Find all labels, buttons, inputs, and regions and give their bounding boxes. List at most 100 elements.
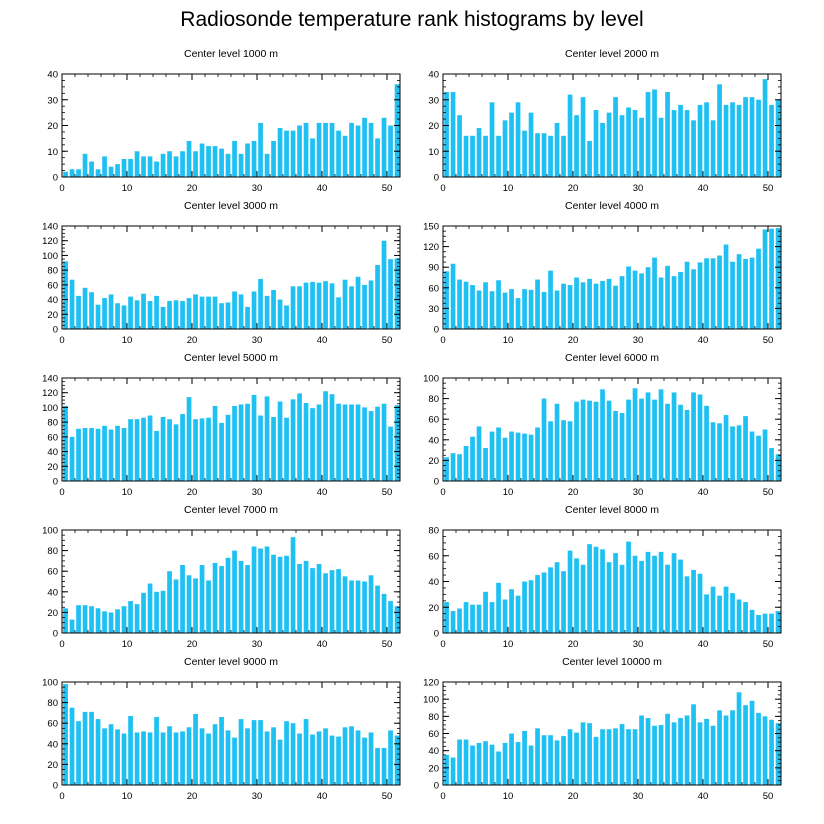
bar bbox=[193, 419, 198, 481]
bar bbox=[323, 573, 328, 633]
bar bbox=[284, 130, 289, 177]
x-tick-label: 0 bbox=[59, 487, 64, 498]
bar bbox=[95, 169, 101, 177]
bar bbox=[212, 405, 218, 481]
bar bbox=[225, 414, 231, 481]
bar bbox=[121, 733, 127, 785]
bar bbox=[160, 732, 166, 785]
bar bbox=[470, 135, 475, 177]
bar bbox=[368, 122, 374, 177]
y-tick-label: 100 bbox=[423, 695, 439, 706]
bar bbox=[212, 296, 218, 329]
bar bbox=[76, 605, 81, 633]
bar bbox=[684, 576, 690, 633]
bar bbox=[297, 286, 302, 329]
y-tick-label: 60 bbox=[428, 283, 439, 294]
bar bbox=[639, 560, 644, 633]
bar bbox=[173, 156, 179, 177]
bar bbox=[375, 747, 380, 785]
bar bbox=[212, 724, 218, 785]
y-tick-label: 80 bbox=[47, 266, 58, 277]
bar bbox=[329, 283, 335, 329]
bar bbox=[355, 125, 361, 177]
bar bbox=[717, 423, 722, 481]
bar bbox=[775, 723, 781, 785]
bar bbox=[444, 271, 449, 329]
x-tick-label: 30 bbox=[252, 183, 263, 194]
x-tick-label: 40 bbox=[317, 183, 328, 194]
bar bbox=[457, 739, 462, 785]
bar bbox=[730, 710, 735, 785]
bar bbox=[645, 551, 651, 633]
bar bbox=[147, 301, 153, 329]
bar bbox=[652, 555, 657, 633]
bar bbox=[394, 258, 400, 329]
bar bbox=[225, 302, 231, 329]
bar bbox=[128, 296, 133, 329]
bar bbox=[600, 389, 605, 481]
y-tick-label: 100 bbox=[423, 374, 439, 385]
bar bbox=[219, 148, 224, 177]
bar bbox=[580, 282, 586, 329]
y-tick-label: 140 bbox=[42, 374, 58, 385]
bar bbox=[89, 292, 94, 329]
bar bbox=[736, 254, 742, 329]
bar bbox=[444, 602, 449, 633]
bar bbox=[258, 122, 263, 177]
bar bbox=[362, 581, 367, 633]
bar bbox=[470, 745, 475, 785]
bar bbox=[723, 586, 729, 633]
x-tick-label: 20 bbox=[568, 487, 579, 498]
bar bbox=[388, 730, 393, 785]
bar bbox=[723, 104, 729, 177]
bar bbox=[349, 122, 354, 177]
bar bbox=[567, 285, 573, 329]
bar bbox=[775, 611, 781, 633]
bar bbox=[277, 556, 283, 633]
bar bbox=[284, 721, 289, 785]
x-tick-label: 20 bbox=[187, 487, 198, 498]
y-tick-label: 100 bbox=[42, 526, 58, 537]
x-tick-label: 0 bbox=[440, 639, 445, 650]
bar bbox=[245, 728, 250, 785]
bar bbox=[561, 420, 566, 481]
bar bbox=[567, 550, 573, 633]
bar bbox=[691, 120, 696, 177]
y-tick-label: 0 bbox=[53, 477, 58, 488]
bar bbox=[290, 130, 296, 177]
x-tick-label: 30 bbox=[252, 791, 263, 802]
bar bbox=[336, 569, 341, 633]
bar bbox=[206, 580, 211, 633]
bar bbox=[730, 102, 735, 177]
bar bbox=[134, 419, 140, 481]
bar bbox=[95, 428, 101, 481]
bar bbox=[476, 742, 482, 785]
x-tick-label: 10 bbox=[503, 791, 514, 802]
bar bbox=[515, 102, 521, 177]
chart-title: Center level 8000 m bbox=[565, 504, 659, 516]
bar bbox=[697, 573, 703, 633]
bar bbox=[303, 403, 309, 481]
bar bbox=[115, 729, 120, 785]
bar bbox=[336, 403, 341, 481]
bar bbox=[82, 287, 88, 329]
bar bbox=[483, 135, 488, 177]
bar bbox=[489, 431, 495, 481]
bar bbox=[691, 392, 696, 481]
bar bbox=[717, 710, 722, 785]
bar bbox=[95, 608, 101, 633]
bar bbox=[180, 731, 185, 785]
bar bbox=[444, 457, 449, 481]
bar bbox=[225, 730, 231, 785]
bar bbox=[457, 279, 462, 329]
bar bbox=[199, 565, 205, 633]
bar bbox=[251, 546, 257, 633]
bar bbox=[756, 99, 761, 177]
bar bbox=[342, 404, 348, 481]
bar bbox=[154, 717, 159, 785]
bar bbox=[509, 589, 514, 633]
bar bbox=[63, 684, 68, 785]
bar bbox=[665, 564, 670, 633]
bar bbox=[225, 153, 231, 177]
